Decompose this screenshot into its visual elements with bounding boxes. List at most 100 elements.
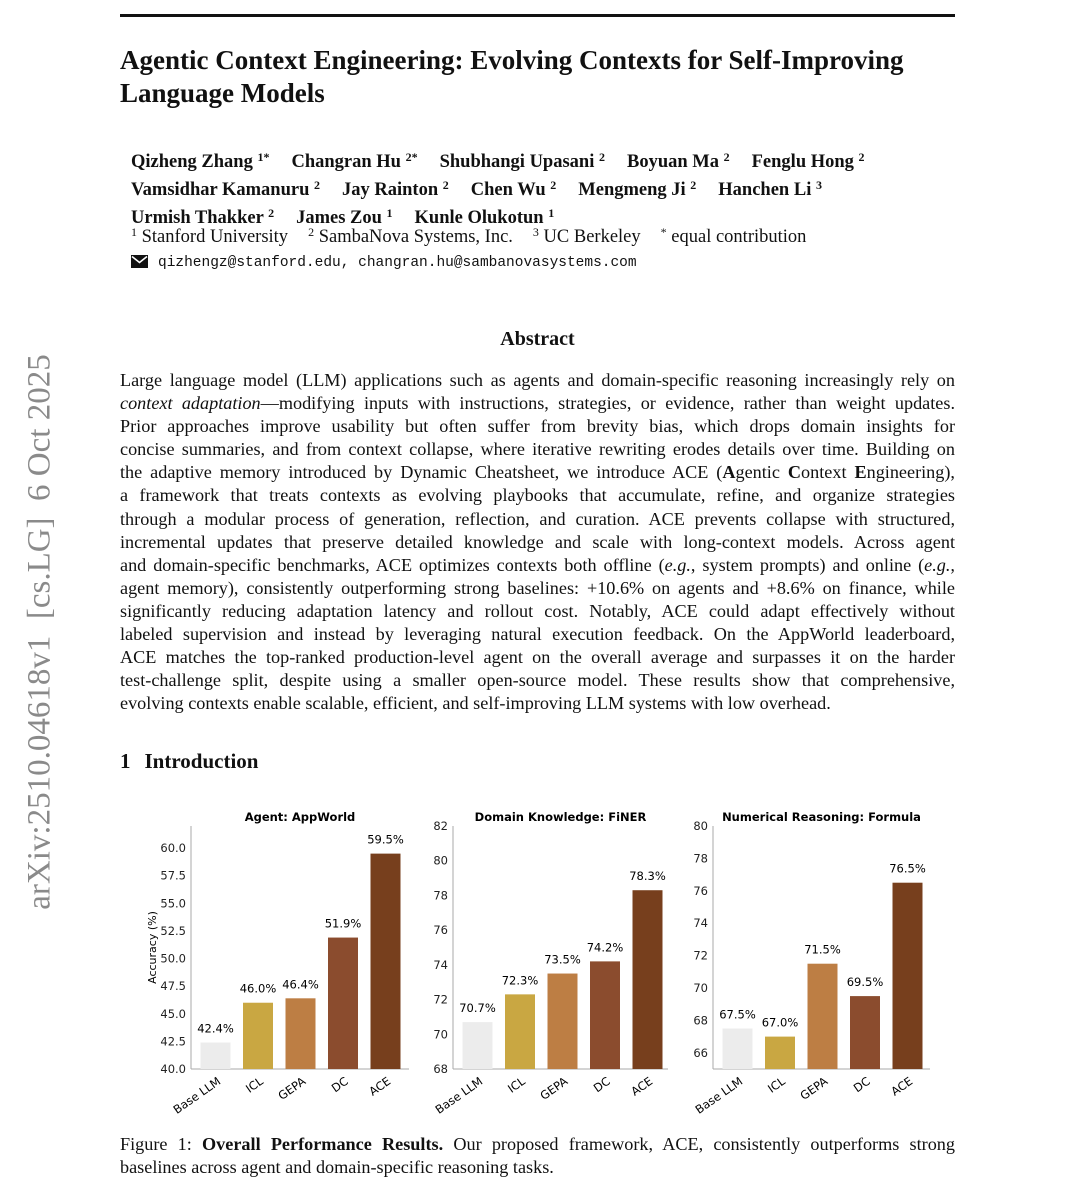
x-tick-label: DC: [851, 1074, 873, 1095]
author-row: Qizheng Zhang 1* Changran Hu 2* Shubhangi …: [131, 146, 887, 174]
author-affiliation-mark: 1*: [257, 150, 270, 164]
y-tick-label: 78: [433, 888, 448, 902]
x-tick-label: ACE: [888, 1074, 915, 1099]
bar: [765, 1036, 795, 1069]
author: Urmish Thakker 2: [131, 206, 275, 228]
abstract-text: the adaptive memory introduced by Dynami…: [120, 462, 723, 483]
data-label: 78.3%: [629, 869, 666, 883]
x-tick-label: Base LLM: [693, 1074, 746, 1117]
author: James Zou 1: [296, 206, 393, 228]
affiliation: 3 UC Berkeley: [532, 225, 641, 247]
bar: [328, 937, 358, 1069]
abstract-line: and domain-specific benchmarks, ACE opti…: [120, 554, 955, 577]
x-tick-label: ACE: [366, 1074, 393, 1099]
abstract-text: test-challenge split, despite using a sm…: [120, 670, 955, 691]
abstract-text: context adaptation: [120, 393, 261, 414]
abstract-line: through a modular process of generation,…: [120, 508, 955, 531]
x-tick-label: ICL: [243, 1074, 266, 1096]
abstract-text: and domain-specific benchmarks, ACE opti…: [120, 554, 665, 575]
bar-chart: Numerical Reasoning: Formula 66 68 70 72 74 76…: [693, 810, 930, 1117]
author-name: Fenglu Hong: [751, 152, 854, 172]
author-affiliation-mark: 2: [690, 178, 697, 192]
author-affiliation-mark: 1: [386, 206, 393, 220]
author-list: Qizheng Zhang 1* Changran Hu 2* Shubhangi …: [131, 146, 887, 230]
bar: [722, 1028, 753, 1069]
author-name: Vamsidhar Kamanuru: [131, 180, 310, 200]
y-tick-label: 72: [433, 993, 448, 1007]
abstract-text: significantly reducing adaptation latenc…: [120, 600, 955, 621]
author: Changran Hu 2*: [291, 150, 417, 172]
y-tick-label: 70: [693, 981, 708, 995]
data-label: 51.9%: [325, 917, 362, 931]
y-tick-label: 68: [693, 1013, 708, 1027]
abstract-text: , system prompts) and online (: [690, 554, 925, 575]
author-affiliation-mark: 2: [268, 206, 275, 220]
abstract-text: Prior approaches improve usability but o…: [120, 416, 955, 437]
affiliation-mark: 3: [532, 225, 539, 239]
caption-text: Our proposed framework, ACE, consistentl…: [443, 1134, 955, 1154]
abstract-text: e.g.,: [924, 554, 955, 575]
y-tick-label: 60.0: [160, 841, 186, 855]
data-label: 46.0%: [240, 982, 277, 996]
affiliation-name: SambaNova Systems, Inc.: [318, 227, 513, 247]
author: Hanchen Li 3: [718, 178, 822, 200]
email-text[interactable]: qizhengz@stanford.edu, changran.hu@samba…: [158, 255, 637, 271]
data-label: 59.5%: [367, 833, 404, 847]
abstract-line: the adaptive memory introduced by Dynami…: [120, 461, 955, 484]
author-name: Changran Hu: [291, 152, 401, 172]
caption-text-2: baselines across agent and domain-specif…: [120, 1157, 554, 1178]
y-tick-label: 80: [433, 854, 448, 868]
bar: [243, 1002, 273, 1069]
bar: [547, 973, 578, 1069]
affiliation-mark: 1: [131, 225, 137, 239]
data-label: 76.5%: [889, 862, 926, 876]
abstract-line: evolving contexts enable scalable, effic…: [120, 692, 955, 715]
abstract-text: agent memory), consistently outperformin…: [120, 577, 955, 598]
data-label: 67.0%: [762, 1016, 799, 1030]
caption-label: Figure 1:: [120, 1134, 203, 1154]
x-tick-label: Base LLM: [171, 1074, 224, 1117]
abstract-line: Large language model (LLM) applications …: [120, 369, 955, 392]
abstract-text: A: [722, 462, 736, 483]
author: Shubhangi Upasani 2: [440, 150, 605, 172]
author-name: Urmish Thakker: [131, 208, 264, 228]
author: Mengmeng Ji 2: [578, 178, 697, 200]
bar: [632, 890, 663, 1069]
x-tick-label: Base LLM: [433, 1074, 486, 1117]
bar-chart: Agent: AppWorld 40.0 42.5 45.0 47.5 50.0 52.5 5…: [146, 810, 409, 1117]
x-tick-label: GEPA: [537, 1074, 570, 1103]
data-label: 69.5%: [847, 975, 884, 989]
y-tick-label: 66: [693, 1046, 708, 1060]
author-affiliation-mark: 1: [548, 206, 555, 220]
author-name: Mengmeng Ji: [578, 180, 686, 200]
x-tick-label: ACE: [628, 1074, 655, 1099]
abstract-text: incremental updates that preserve detail…: [120, 531, 955, 552]
affiliation: 2 SambaNova Systems, Inc.: [308, 225, 513, 247]
y-tick-label: 57.5: [160, 869, 186, 883]
envelope-icon: [131, 255, 148, 268]
author-name: Chen Wu: [470, 180, 546, 200]
abstract-body: Large language model (LLM) applications …: [120, 369, 955, 715]
email-line: qizhengz@stanford.edu, changran.hu@samba…: [131, 255, 637, 271]
bar-chart: Domain Knowledge: FiNER 68 70 72 74 76 78 80 82 7…: [433, 810, 668, 1117]
data-label: 73.5%: [544, 953, 581, 967]
x-tick-label: DC: [329, 1074, 351, 1095]
arxiv-stamp: arXiv:2510.04618v1 [cs.LG] 6 Oct 2025: [21, 354, 58, 910]
author: Vamsidhar Kamanuru 2: [131, 178, 320, 200]
figure-caption: Figure 1: Overall Performance Results. O…: [120, 1133, 955, 1179]
author-affiliation-mark: 2: [314, 178, 320, 192]
abstract-line: test-challenge split, despite using a sm…: [120, 669, 955, 692]
author: Chen Wu 2: [470, 178, 557, 200]
author-row: Vamsidhar Kamanuru 2 Jay Rainton 2 Chen Wu…: [131, 174, 887, 202]
abstract-line: labeled supervision and instead by lever…: [120, 623, 955, 646]
bar: [590, 961, 620, 1069]
x-tick-label: DC: [591, 1074, 613, 1095]
abstract-line: incremental updates that preserve detail…: [120, 531, 955, 554]
author-name: Jay Rainton: [342, 180, 439, 200]
y-tick-label: 50.0: [160, 952, 186, 966]
data-label: 72.3%: [502, 973, 539, 987]
affiliations: 1 Stanford University 2 SambaNova Systems…: [131, 225, 826, 248]
abstract-text: ngineering),: [866, 462, 955, 483]
y-tick-label: 40.0: [160, 1062, 186, 1076]
y-axis-label: Accuracy (%): [146, 911, 159, 984]
